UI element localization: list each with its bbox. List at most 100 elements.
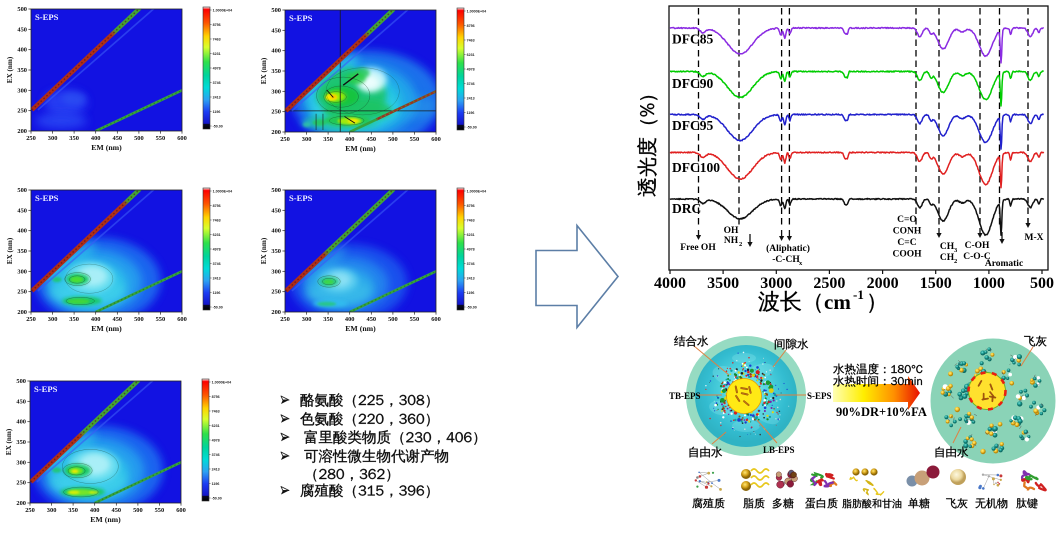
svg-text:TB-EPS: TB-EPS [669,391,701,401]
svg-text:450: 450 [112,507,122,514]
svg-text:EM (nm): EM (nm) [91,324,122,333]
svg-text:1.0000E+04: 1.0000E+04 [467,189,487,193]
svg-text:200: 200 [271,309,281,316]
svg-text:400: 400 [90,507,100,514]
svg-text:200: 200 [271,129,281,136]
svg-text:3000: 3000 [760,275,792,292]
svg-text:400: 400 [271,48,281,55]
svg-text:7463: 7463 [467,218,475,222]
svg-text:S-EPS: S-EPS [35,12,59,22]
svg-text:S-EPS: S-EPS [35,193,59,203]
svg-text:350: 350 [17,248,27,255]
svg-text:400: 400 [16,419,26,426]
svg-text:300: 300 [271,88,281,95]
svg-text:450: 450 [367,316,377,323]
svg-text:500: 500 [134,135,144,142]
svg-text:1500: 1500 [920,275,952,292]
svg-text:8756: 8756 [467,204,475,208]
svg-text:600: 600 [176,507,186,514]
svg-text:EM (nm): EM (nm) [345,144,376,153]
svg-text:C=C: C=C [897,238,916,248]
svg-text:600: 600 [177,316,187,323]
svg-text:S-EPS: S-EPS [289,193,313,203]
svg-text:DRC: DRC [672,201,701,216]
svg-text:M-X: M-X [1025,233,1044,243]
svg-text:250: 250 [271,289,281,296]
svg-text:CH: CH [940,253,955,263]
svg-text:8756: 8756 [213,23,221,27]
svg-text:350: 350 [69,316,79,323]
svg-text:cm: cm [824,290,851,314]
svg-text:4000: 4000 [654,275,686,292]
svg-text:250: 250 [16,480,26,487]
svg-text:500: 500 [388,136,398,143]
svg-text:600: 600 [431,316,441,323]
svg-text:6231: 6231 [213,233,221,237]
svg-text:EM (nm): EM (nm) [345,324,376,333]
svg-text:300: 300 [47,507,57,514]
svg-text:1.0000E+04: 1.0000E+04 [212,380,232,384]
svg-text:500: 500 [133,507,143,514]
svg-text:450: 450 [113,316,123,323]
svg-text:350: 350 [271,248,281,255]
svg-text:8756: 8756 [467,24,475,28]
svg-text:-50.00: -50.00 [467,125,477,129]
svg-text:350: 350 [68,507,78,514]
svg-text:2413: 2413 [213,95,221,99]
svg-text:300: 300 [16,459,26,466]
svg-text:1196: 1196 [212,482,220,486]
svg-text:300: 300 [48,316,58,323]
svg-text:550: 550 [156,316,166,323]
svg-text:500: 500 [134,316,144,323]
svg-text:250: 250 [26,316,36,323]
svg-text:400: 400 [345,316,355,323]
svg-text:S-EPS: S-EPS [289,13,313,23]
svg-text:EX (nm): EX (nm) [260,237,268,264]
svg-text:EX (nm): EX (nm) [6,237,14,264]
svg-text:Free OH: Free OH [680,243,716,253]
svg-text:450: 450 [17,26,27,33]
svg-text:250: 250 [280,316,290,323]
svg-text:1000: 1000 [973,275,1005,292]
svg-text:EM (nm): EM (nm) [90,515,121,524]
svg-text:7463: 7463 [213,37,221,41]
svg-text:7463: 7463 [213,218,221,222]
svg-text:4978: 4978 [467,67,475,71]
svg-text:1196: 1196 [213,110,221,114]
svg-text:350: 350 [323,316,333,323]
svg-text:4978: 4978 [213,66,221,70]
svg-text:C-OH: C-OH [965,241,990,251]
svg-text:-1: -1 [853,287,864,302]
svg-text:200: 200 [17,309,27,316]
svg-text:500: 500 [17,6,27,13]
svg-text:4978: 4978 [213,247,221,251]
svg-text:-50.00: -50.00 [467,305,477,309]
svg-text:DFC100: DFC100 [672,160,720,175]
svg-text:300: 300 [48,135,58,142]
svg-text:2: 2 [739,241,742,248]
svg-text:4978: 4978 [467,247,475,251]
svg-text:200: 200 [16,500,26,507]
svg-text:350: 350 [271,68,281,75]
svg-text:550: 550 [155,507,165,514]
svg-text:400: 400 [271,228,281,235]
svg-text:200: 200 [17,128,27,135]
svg-text:250: 250 [17,108,27,115]
svg-text:8756: 8756 [212,395,220,399]
svg-text:300: 300 [271,268,281,275]
svg-text:COOH: COOH [892,250,922,260]
svg-text:EM (nm): EM (nm) [91,143,122,152]
svg-text:350: 350 [16,439,26,446]
svg-text:300: 300 [302,316,312,323]
svg-text:3746: 3746 [467,262,475,266]
svg-text:(Aliphatic): (Aliphatic) [766,243,810,254]
svg-text:OH: OH [724,226,739,236]
svg-text:LB-EPS: LB-EPS [763,445,795,455]
svg-text:300: 300 [17,87,27,94]
svg-text:350: 350 [323,136,333,143]
svg-text:Aromatic: Aromatic [985,259,1023,269]
svg-text:1.0000E+04: 1.0000E+04 [213,189,233,193]
svg-text:550: 550 [410,316,420,323]
svg-text:250: 250 [280,136,290,143]
svg-text:C=O: C=O [897,215,917,225]
